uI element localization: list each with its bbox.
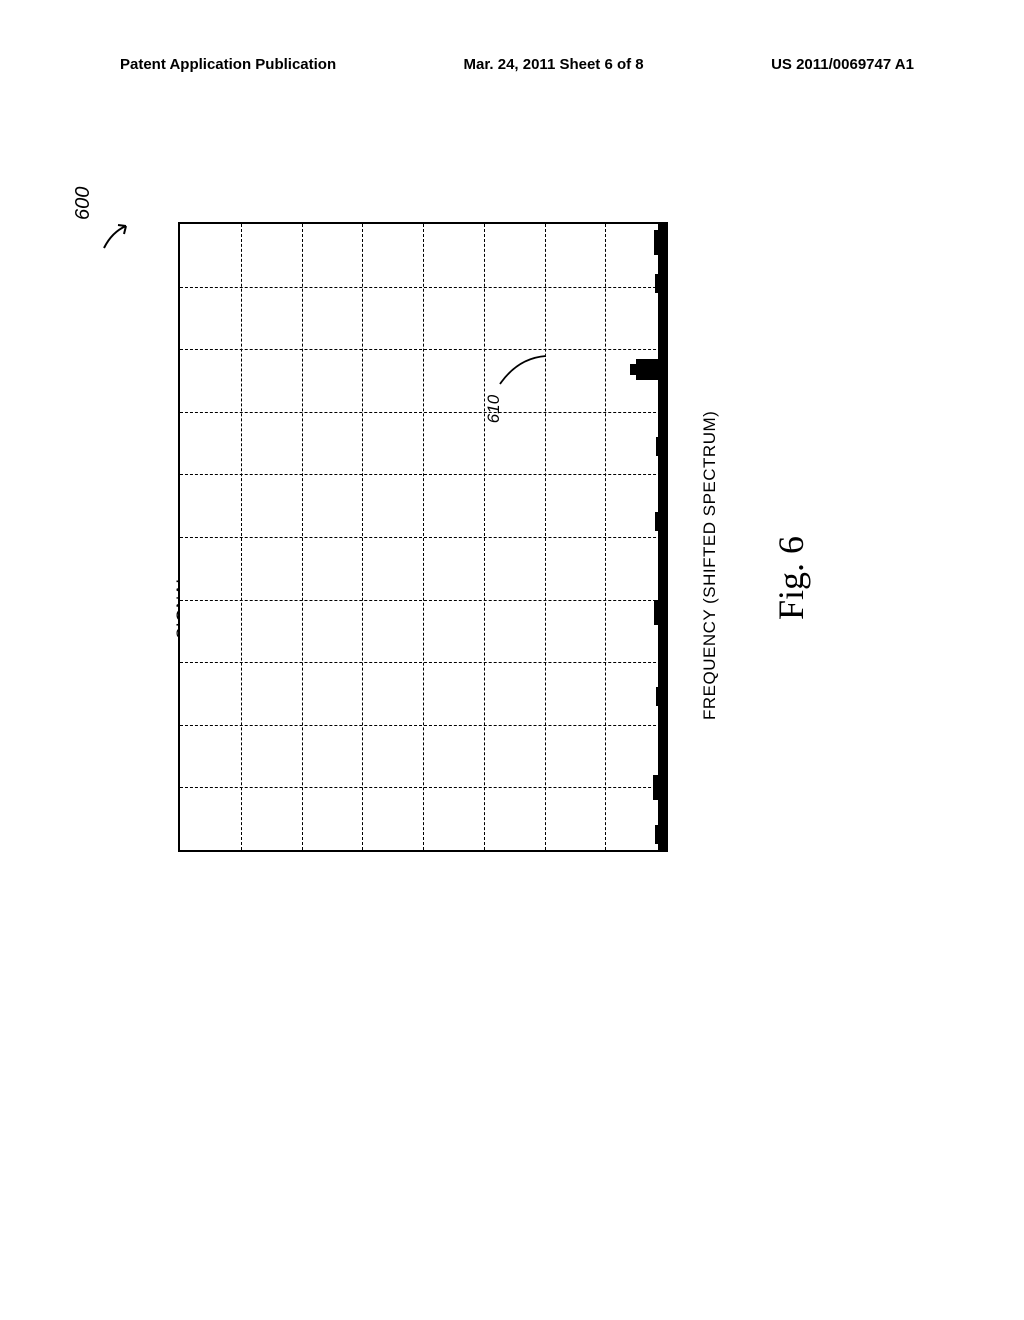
grid-line <box>302 224 303 850</box>
signal-baseline <box>658 224 666 850</box>
header-right: US 2011/0069747 A1 <box>771 56 914 73</box>
signal-noise <box>656 687 666 706</box>
grid-line <box>362 224 363 850</box>
figure-ref-600: 600 <box>72 187 95 220</box>
grid-line <box>423 224 424 850</box>
annotation-610: 610 <box>484 395 504 423</box>
signal-noise <box>656 437 666 456</box>
spectrum-chart: 610 <box>178 222 668 852</box>
header-center: Mar. 24, 2011 Sheet 6 of 8 <box>464 56 644 73</box>
annotation-610-leadline-icon <box>498 352 550 388</box>
grid-line <box>484 224 485 850</box>
signal-noise <box>655 512 666 531</box>
signal-noise <box>655 825 666 844</box>
signal-noise <box>654 600 666 625</box>
figure-label: Fig. 6 <box>770 536 812 620</box>
signal-noise <box>654 230 666 255</box>
x-axis-label: FREQUENCY (SHIFTED SPECTRUM) <box>700 411 720 720</box>
header-left: Patent Application Publication <box>120 56 336 73</box>
signal-peak <box>630 364 666 375</box>
figure-ref-arrow-icon <box>100 218 140 258</box>
grid-line <box>545 224 546 850</box>
signal-noise <box>655 274 666 293</box>
grid-line <box>241 224 242 850</box>
grid-line <box>605 224 606 850</box>
page-header: Patent Application Publication Mar. 24, … <box>0 56 1024 73</box>
signal-noise <box>653 775 666 800</box>
page: Patent Application Publication Mar. 24, … <box>0 0 1024 1320</box>
